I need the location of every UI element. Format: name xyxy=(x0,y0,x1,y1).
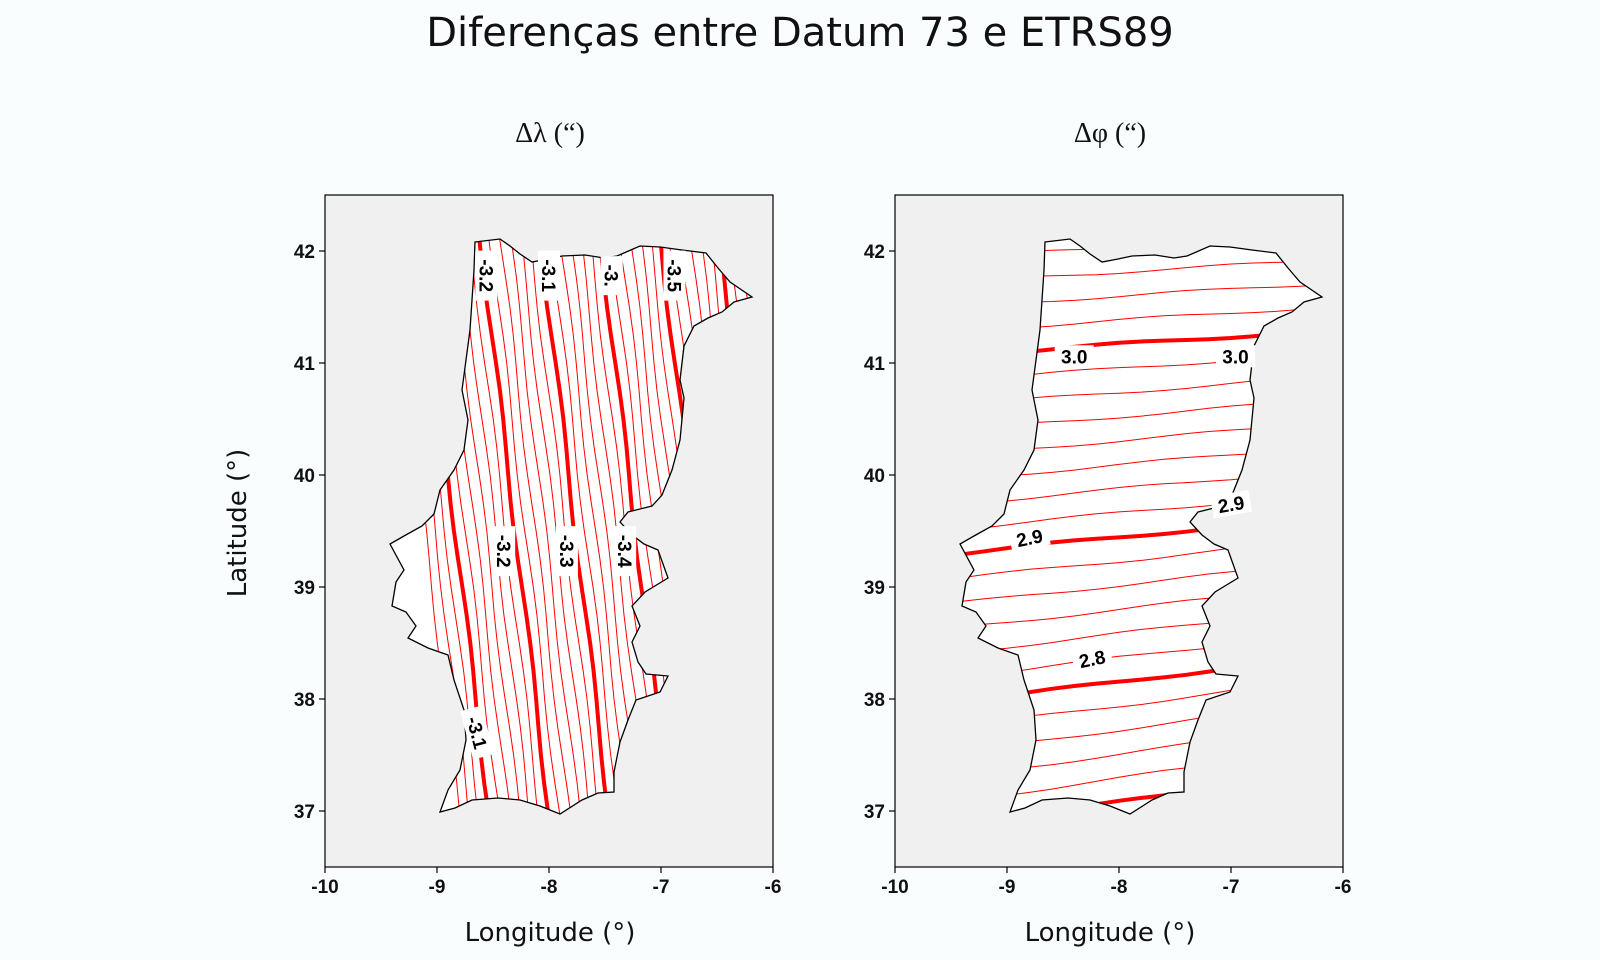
svg-text:-3.2: -3.2 xyxy=(492,535,513,568)
contour-label: 2.9 xyxy=(1209,489,1253,519)
x-tick-label: -7 xyxy=(653,877,670,898)
contour-label: -3.2 xyxy=(492,526,516,577)
y-tick-label: 40 xyxy=(294,466,315,487)
contour-label: -3.1 xyxy=(537,250,560,301)
y-tick-label: 40 xyxy=(864,466,885,487)
x-tick-label: -10 xyxy=(881,877,908,898)
contour-label: 3.0 xyxy=(1215,345,1255,368)
x-tick-label: -8 xyxy=(541,877,558,898)
coastline-border xyxy=(389,238,754,815)
contour-label: -3.4 xyxy=(613,526,637,577)
x-tick-label: -6 xyxy=(765,877,782,898)
y-tick-label: 39 xyxy=(294,578,315,599)
y-tick-label: 39 xyxy=(864,578,885,599)
contour-label: -3. xyxy=(600,256,623,296)
x-tick-label: -6 xyxy=(1335,877,1352,898)
minor-contour xyxy=(786,195,866,867)
minor-contour xyxy=(493,239,577,814)
minor-contour xyxy=(795,195,877,867)
delta-longitude-title: Δλ (“) xyxy=(515,118,585,149)
svg-text:-3.5: -3.5 xyxy=(662,259,683,292)
minor-contour xyxy=(765,195,844,867)
svg-text:3.0: 3.0 xyxy=(1061,347,1087,368)
contour-label: -3.5 xyxy=(662,250,686,301)
x-tick-label: -9 xyxy=(429,877,446,898)
y-tick-label: 41 xyxy=(864,354,886,375)
svg-text:-3.1: -3.1 xyxy=(537,259,558,292)
coastline-border xyxy=(959,238,1324,815)
x-tick-label: -7 xyxy=(1223,877,1240,898)
contour-label: -3.2 xyxy=(474,250,498,301)
svg-text:-3.3: -3.3 xyxy=(555,535,576,568)
svg-text:-3.2: -3.2 xyxy=(474,259,495,292)
y-tick-label: 37 xyxy=(864,802,885,823)
y-tick-label: 38 xyxy=(294,690,315,711)
x-tick-label: -9 xyxy=(999,877,1016,898)
svg-text:2.9: 2.9 xyxy=(1216,493,1246,518)
y-tick-label: 42 xyxy=(294,242,315,263)
y-tick-label: 37 xyxy=(294,802,315,823)
contour-label: 3.0 xyxy=(1054,345,1094,368)
x-axis-label-right: Longitude (°) xyxy=(1024,918,1196,948)
page-title: Diferenças entre Datum 73 e ETRS89 xyxy=(426,10,1174,56)
y-tick-label: 42 xyxy=(864,242,885,263)
y-tick-label: 41 xyxy=(294,354,316,375)
minor-contour xyxy=(483,239,568,814)
x-tick-label: -10 xyxy=(311,877,338,898)
svg-text:3.0: 3.0 xyxy=(1222,347,1248,368)
minor-contour xyxy=(544,239,628,814)
contour-label: -3.3 xyxy=(555,526,578,577)
x-tick-label: -8 xyxy=(1111,877,1128,898)
svg-text:-3.: -3. xyxy=(600,265,621,287)
y-tick-label: 38 xyxy=(864,690,885,711)
contour-label: 2.8 xyxy=(1070,643,1114,674)
delta-latitude-title: Δφ (“) xyxy=(1073,118,1147,149)
minor-contour xyxy=(503,239,586,814)
map-panel-1: -10 -9 -8 -7 -6 37 38 39 40 41 42 -3.2 -3.1 -3. -3.5 -3… xyxy=(294,194,877,898)
major-contour xyxy=(776,195,854,867)
svg-text:-3.4: -3.4 xyxy=(613,535,634,568)
x-axis-label-left: Longitude (°) xyxy=(464,918,636,948)
